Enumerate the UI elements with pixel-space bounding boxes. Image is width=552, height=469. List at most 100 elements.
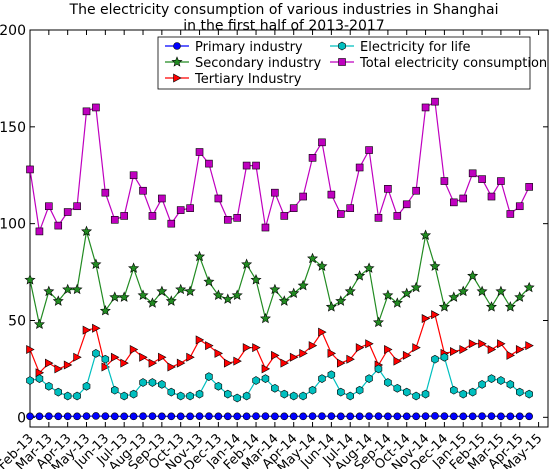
marker <box>459 412 468 421</box>
marker <box>158 412 166 421</box>
marker <box>346 204 355 212</box>
marker <box>468 169 477 178</box>
marker <box>280 212 289 220</box>
marker <box>318 138 326 147</box>
marker <box>440 352 449 362</box>
marker <box>384 185 392 193</box>
marker <box>261 412 270 420</box>
marker <box>393 412 402 421</box>
legend-label: Secondary industry <box>195 56 322 71</box>
marker <box>129 171 138 180</box>
marker <box>299 192 307 201</box>
marker <box>327 190 336 199</box>
marker <box>223 358 233 368</box>
marker <box>495 285 507 297</box>
marker <box>233 356 242 366</box>
marker <box>82 412 91 420</box>
marker <box>186 352 195 362</box>
marker <box>497 376 505 385</box>
marker <box>33 318 45 330</box>
marker <box>459 345 468 355</box>
marker <box>478 175 486 183</box>
marker <box>497 339 506 349</box>
marker <box>338 41 346 51</box>
y-tick-label: 200 <box>0 23 26 39</box>
marker <box>54 221 63 230</box>
marker <box>271 383 279 393</box>
marker <box>327 412 336 420</box>
marker <box>525 412 533 421</box>
marker <box>165 295 177 306</box>
marker <box>355 343 365 353</box>
marker <box>63 412 72 421</box>
marker <box>307 252 319 264</box>
marker <box>148 358 158 368</box>
legend-label: Electricity for life <box>360 40 471 55</box>
marker <box>525 389 533 399</box>
marker <box>139 378 147 387</box>
marker <box>205 159 213 168</box>
marker <box>384 378 392 387</box>
marker <box>354 270 366 281</box>
marker <box>412 343 421 353</box>
marker <box>223 412 232 421</box>
marker <box>101 412 110 420</box>
marker <box>250 274 262 285</box>
marker <box>63 360 73 370</box>
marker <box>335 295 347 306</box>
marker <box>431 354 439 364</box>
marker <box>289 352 299 362</box>
marker <box>73 202 81 211</box>
marker <box>431 412 439 420</box>
marker <box>280 412 289 421</box>
marker <box>308 385 317 395</box>
marker <box>194 250 206 262</box>
marker <box>308 154 317 162</box>
marker <box>420 229 432 240</box>
marker <box>26 345 35 355</box>
marker <box>402 350 412 360</box>
marker <box>421 314 431 324</box>
marker <box>515 412 524 421</box>
marker <box>401 287 413 299</box>
marker <box>289 391 298 401</box>
marker <box>176 412 185 421</box>
marker <box>82 107 91 116</box>
marker <box>120 391 128 401</box>
marker <box>203 276 215 287</box>
marker <box>148 378 157 387</box>
marker <box>514 291 526 302</box>
marker <box>242 161 251 170</box>
marker <box>450 385 458 395</box>
marker <box>252 412 260 420</box>
marker <box>382 289 394 301</box>
marker <box>52 295 64 306</box>
marker <box>374 214 383 222</box>
marker <box>158 352 167 362</box>
marker <box>45 412 53 420</box>
marker <box>214 348 224 358</box>
y-tick-label: 150 <box>0 120 26 136</box>
marker <box>205 412 213 420</box>
marker <box>478 339 487 349</box>
marker <box>393 356 402 366</box>
marker <box>365 412 373 420</box>
marker <box>440 412 449 420</box>
marker <box>336 210 345 218</box>
marker <box>92 349 100 358</box>
marker <box>316 260 328 271</box>
marker <box>487 192 496 201</box>
marker <box>338 58 346 66</box>
marker <box>384 412 392 421</box>
marker <box>297 279 309 291</box>
marker <box>99 305 111 316</box>
marker <box>110 352 120 362</box>
marker <box>120 412 128 421</box>
marker <box>233 214 241 222</box>
marker <box>111 385 119 395</box>
marker <box>459 389 467 399</box>
marker <box>515 345 525 355</box>
marker <box>26 412 34 421</box>
marker <box>173 42 181 50</box>
marker <box>468 339 478 349</box>
